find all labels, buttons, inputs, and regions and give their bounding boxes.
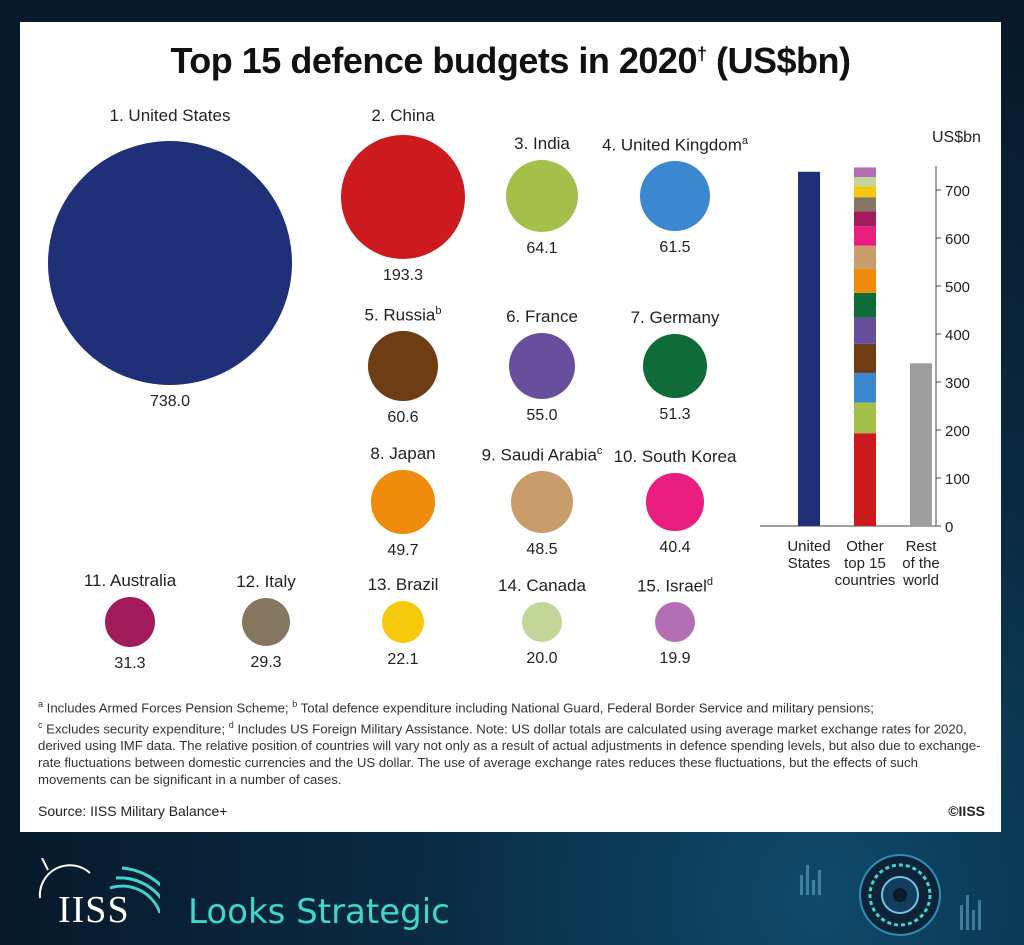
stack-segment-united-kingdom [854,372,876,403]
bubble-value: 64.1 [526,239,558,257]
brand-name: IISS [58,889,130,931]
bar-category-label: United States [787,538,831,572]
bubble-value: 61.5 [659,239,691,257]
y-tick-label: 200 [945,423,970,440]
stack-segment-south-korea [854,226,876,246]
bubble-brazil [381,600,425,644]
y-axis-unit-label: US$bn [932,129,981,146]
bubble-value: 19.9 [659,650,691,668]
bubble-value: 193.3 [382,267,424,285]
bubble-value: 55.0 [526,407,558,425]
bubble-value: 40.4 [659,538,691,556]
bubble-value: 60.6 [387,408,419,426]
bubble-label: 5. Russiab [364,305,442,325]
chart-title: Top 15 defence budgets in 2020† (US$bn) [170,40,851,81]
stacked-bar-chart: 0 100 200 300 400 500 600 700 [760,166,970,536]
bubble-italy [241,597,291,647]
iiss-logo-arcs [38,858,160,914]
bubble-united-states [48,141,292,385]
y-tick-label: 400 [945,327,970,344]
bubble-label: 3. India [514,134,570,154]
bubble-france [508,332,576,400]
bar-category-label: Rest of the world [902,538,940,589]
brand-footer: IISS Looks Strategic [20,858,520,938]
bubble-label: 2. China [371,106,435,125]
brand-tagline: Looks Strategic [188,892,450,932]
bubble-value: 738.0 [149,393,191,410]
bubble-south-korea [646,473,704,531]
bubble-label: 14. Canada [498,575,586,595]
stack-segment-australia [854,211,876,227]
bubble-label: 6. France [506,306,578,326]
bubble-value: 22.1 [387,651,419,669]
bubble-germany [642,333,708,399]
bubble-united-kingdom [639,160,711,232]
bubble-russia [368,331,438,401]
bubble-label: 8. Japan [370,444,436,464]
bubble-australia [104,596,156,648]
bar-rest-of-world [910,363,932,526]
stack-segment-israel [854,167,876,177]
chart-panel: Top 15 defence budgets in 2020† (US$bn) … [20,22,1001,832]
bubble-label: 12. Italy [236,571,296,591]
stack-segment-china [854,433,876,526]
stack-segment-india [854,402,876,434]
decorative-lens-graphic [800,854,981,936]
bubble-value: 20.0 [526,650,558,668]
stack-segment-saudi-arabia [854,245,876,269]
stack-segment-brazil [854,186,876,198]
bubble-canada [521,601,563,643]
bubble-label: 4. United Kingdoma [602,134,748,155]
y-tick-label: 100 [945,471,970,488]
bubble-label: 15. Israeld [636,575,714,596]
stack-segment-japan [854,268,876,293]
bubble-label: 10. South Korea [613,447,737,467]
bubble-india [506,160,578,232]
y-tick-label: 700 [945,183,970,200]
stack-segment-italy [854,197,876,212]
bubble-label: 11. Australia [83,570,177,590]
bubble-israel [654,601,696,643]
bubble-japan [371,470,435,534]
stack-segment-france [854,317,876,344]
bubble-value: 49.7 [387,541,419,559]
bubble-value: 51.3 [659,406,691,424]
copyright: ©IISS [948,803,985,819]
bubble-value: 29.3 [250,654,282,672]
source-note: Source: IISS Military Balance+ [38,803,228,819]
bubble-label: 1. United States [109,106,231,125]
footnotes: a Includes Armed Forces Pension Scheme; … [38,699,981,787]
y-tick-label: 500 [945,279,970,296]
bar-category-label: Other top 15 countries [834,538,896,589]
bubble-label: 7. Germany [630,307,720,327]
y-tick-label: 0 [945,519,953,536]
bubble-value: 48.5 [526,541,558,559]
bar-united-states [798,171,820,526]
bubble-china [340,134,466,260]
y-tick-label: 300 [945,375,970,392]
stack-segment-canada [854,176,876,187]
bubble-value: 31.3 [114,655,146,673]
stack-segment-russia [854,343,876,373]
stack-segment-germany [854,292,876,318]
bubble-label: 13. Brazil [367,574,439,594]
y-tick-label: 600 [945,231,970,248]
bubble-label: 9. Saudi Arabiac [481,444,603,465]
bubble-saudi-arabia [510,470,574,534]
